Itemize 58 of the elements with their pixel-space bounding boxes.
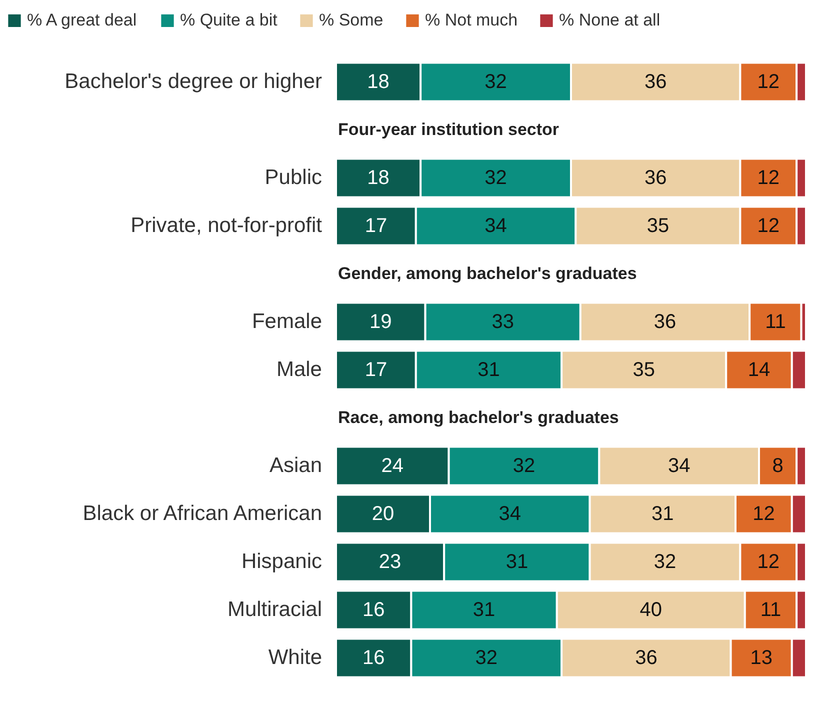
data-label: 34: [668, 455, 690, 477]
y-tick-label: Hispanic: [241, 550, 322, 573]
data-label: 11: [765, 311, 786, 333]
y-tick-label: Private, not-for-profit: [130, 214, 322, 237]
y-tick-label: Public: [264, 166, 322, 189]
data-label: 16: [362, 599, 385, 621]
annotation: Four-year institution sector: [338, 120, 560, 139]
data-label: 24: [381, 455, 404, 477]
y-tick-label: Black or African American: [82, 502, 322, 525]
data-label: 32: [484, 71, 507, 93]
data-label: 16: [362, 647, 385, 669]
data-label: 19: [370, 311, 392, 333]
data-label: 12: [757, 167, 780, 189]
data-label: 32: [512, 455, 536, 477]
data-label: 36: [644, 167, 667, 189]
data-label: 20: [372, 503, 394, 525]
annotation: Gender, among bachelor's graduates: [338, 264, 637, 283]
data-label: 36: [635, 647, 658, 669]
data-label: 18: [367, 71, 390, 93]
data-label: 35: [646, 215, 670, 237]
data-label: 12: [757, 71, 780, 93]
data-label: 32: [654, 551, 676, 573]
y-tick-label: Multiracial: [227, 598, 322, 621]
y-tick-label: Asian: [269, 454, 322, 477]
data-label: 36: [654, 311, 676, 333]
data-label: 12: [757, 215, 780, 237]
legend-label: % Not much: [425, 10, 518, 30]
legend-label: % Quite a bit: [180, 10, 278, 30]
data-label: 31: [652, 503, 674, 525]
data-label: 23: [378, 551, 402, 573]
data-label: 40: [640, 599, 662, 621]
data-label: 32: [484, 167, 507, 189]
data-label: 17: [364, 215, 388, 237]
data-label: 12: [752, 503, 775, 525]
data-label: 36: [644, 71, 667, 93]
y-tick-label: White: [268, 646, 322, 669]
data-label: 11: [760, 599, 782, 621]
data-label: 13: [750, 647, 772, 669]
legend-label: % A great deal: [27, 10, 137, 30]
data-label: 14: [748, 359, 770, 381]
data-label: 12: [757, 551, 780, 573]
y-tick-label: Bachelor's degree or higher: [64, 70, 322, 93]
legend-label: % Some: [319, 10, 384, 30]
legend-label: % None at all: [559, 10, 660, 30]
data-label: 34: [484, 215, 507, 237]
y-tick-label: Female: [252, 310, 322, 333]
data-label: 33: [492, 311, 514, 333]
data-label: 18: [367, 167, 390, 189]
data-label: 17: [364, 359, 388, 381]
data-label: 31: [506, 551, 528, 573]
annotation: Race, among bachelor's graduates: [338, 408, 619, 427]
data-label: 35: [632, 359, 655, 381]
data-label: 8: [772, 455, 784, 477]
data-label: 31: [478, 359, 500, 381]
y-tick-label: Male: [276, 358, 322, 381]
data-label: 32: [475, 647, 498, 669]
data-label: 34: [498, 503, 522, 525]
data-label: 31: [472, 599, 496, 621]
